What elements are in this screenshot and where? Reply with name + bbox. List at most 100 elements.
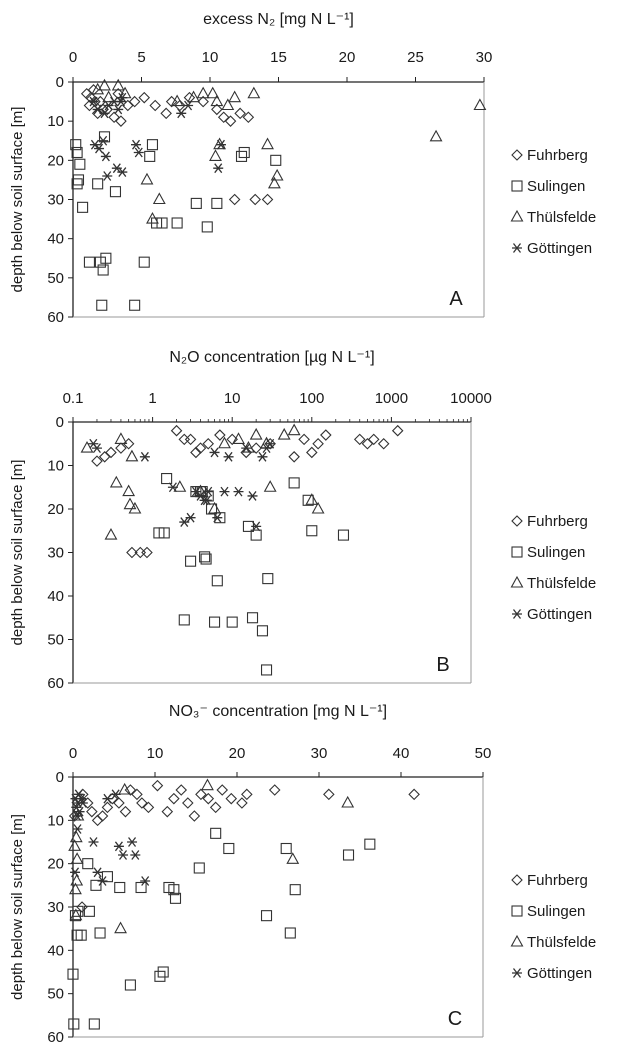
data-point-fuhrberg [367, 433, 380, 446]
legend-label-gttingen: Göttingen [527, 965, 592, 982]
data-point-sulingen [246, 612, 259, 624]
data-point-sulingen [114, 881, 126, 894]
data-point-thlsfelde [473, 98, 487, 111]
data-point-gttingen [201, 495, 212, 506]
data-point-sulingen [161, 472, 173, 485]
data-point-thlsfelde [104, 527, 118, 540]
panel-c-x-tick-label: 40 [393, 745, 410, 762]
data-point-gttingen [72, 824, 83, 834]
panel-c-x-tick-label: 50 [475, 745, 492, 762]
panel-a-y-label: depth below soil surface [m] [9, 107, 26, 293]
data-point-fuhrberg [312, 437, 324, 450]
data-point-gttingen [215, 139, 226, 150]
data-point-sulingen [169, 892, 182, 904]
data-point-sulingen [82, 858, 94, 870]
legend-label-gttingen: Göttingen [527, 240, 592, 257]
data-point-gttingen [176, 108, 187, 119]
data-point-thlsfelde [128, 501, 142, 514]
panel-c-y-tick-label: 10 [47, 812, 64, 829]
data-point-thlsfelde [102, 90, 116, 103]
data-point-sulingen [146, 139, 159, 151]
data-point-thlsfelde [311, 501, 325, 514]
panel-a-y-tick-label: 60 [47, 309, 64, 326]
panel-c-series-fuhrberg [68, 779, 420, 913]
data-point-fuhrberg [195, 788, 207, 801]
data-point-sulingen [289, 884, 301, 896]
data-point-sulingen [342, 849, 355, 861]
panel-c: NO₃⁻ concentration [mg N L⁻¹] depth below… [9, 703, 596, 1046]
data-point-thlsfelde [249, 427, 263, 440]
data-point-sulingen [168, 884, 180, 896]
panel-a: excess N₂ [mg N L⁻¹] depth below soil sur… [9, 11, 596, 326]
data-point-thlsfelde [232, 432, 245, 444]
panel-c-x-tick-label: 30 [311, 745, 328, 762]
data-point-sulingen [135, 881, 147, 894]
panel-c-y-label: depth below soil surface [m] [9, 814, 26, 1000]
data-point-gttingen [113, 104, 124, 115]
data-point-thlsfelde [263, 480, 277, 492]
data-point-sulingen [250, 529, 262, 541]
legend-label-sulingen: Sulingen [527, 903, 585, 920]
data-point-gttingen [98, 135, 109, 146]
data-point-fuhrberg [202, 437, 215, 450]
panel-b-x-tick-label: 1 [148, 390, 156, 407]
data-point-thlsfelde [261, 137, 274, 150]
panel-c-title: NO₃⁻ concentration [mg N L⁻¹] [169, 703, 387, 720]
data-point-fuhrberg [91, 455, 103, 467]
data-point-gttingen [117, 92, 128, 103]
panel-b-x-tick-label: 100 [299, 390, 324, 407]
data-point-thlsfelde [152, 192, 166, 205]
data-point-gttingen [102, 171, 113, 181]
data-point-sulingen [235, 150, 248, 162]
panel-b-series-thlsfelde [80, 423, 325, 540]
panel-a-series-sulingen [70, 131, 282, 311]
data-point-fuhrberg [225, 792, 238, 805]
data-point-fuhrberg [408, 788, 420, 801]
data-point-fuhrberg [174, 99, 186, 112]
data-point-fuhrberg [151, 779, 164, 792]
data-point-fuhrberg [141, 546, 153, 559]
data-point-gttingen [185, 512, 196, 523]
data-point-sulingen [75, 929, 87, 941]
data-point-sulingen [211, 197, 223, 209]
data-point-fuhrberg [182, 797, 194, 809]
data-point-thlsfelde [206, 86, 220, 99]
panel-c-y-tick-label: 0 [56, 769, 64, 786]
data-point-sulingen [109, 186, 122, 198]
panel-a-legend: Fuhrberg Sulingen Thülsfelde Göttingen [510, 147, 596, 257]
data-point-sulingen [83, 905, 95, 917]
data-point-gttingen [88, 837, 99, 847]
data-point-gttingen [88, 96, 99, 107]
data-point-fuhrberg [236, 797, 248, 809]
data-point-sulingen [71, 146, 83, 159]
data-point-thlsfelde [286, 852, 300, 864]
data-point-fuhrberg [101, 801, 114, 814]
data-point-thlsfelde [270, 168, 284, 181]
data-point-sulingen [205, 503, 218, 515]
data-point-sulingen [129, 299, 141, 311]
data-point-gttingen [97, 876, 108, 886]
legend-marker-sulingen [511, 546, 523, 558]
data-point-fuhrberg [242, 111, 255, 124]
legend-marker-sulingen [511, 180, 523, 192]
data-point-fuhrberg [115, 442, 127, 454]
data-point-sulingen [67, 968, 79, 980]
data-point-gttingen [241, 443, 252, 453]
data-point-gttingen [140, 876, 151, 886]
data-point-thlsfelde [98, 78, 111, 91]
panel-b-y-label: depth below soil surface [m] [9, 460, 26, 646]
panel-a-x-tick-label: 10 [202, 49, 219, 66]
panel-b-title: N₂O concentration [µg N L⁻¹] [169, 349, 374, 366]
data-point-fuhrberg [240, 446, 252, 459]
panel-a-x-tick-label: 15 [270, 49, 287, 66]
data-point-gttingen [265, 438, 276, 449]
data-point-fuhrberg [353, 433, 366, 446]
legend-label-sulingen: Sulingen [527, 178, 585, 195]
data-point-sulingen [306, 525, 318, 537]
data-point-thlsfelde [69, 882, 82, 895]
data-point-thlsfelde [114, 921, 127, 934]
data-point-gttingen [131, 139, 142, 150]
data-point-fuhrberg [197, 95, 209, 108]
data-point-fuhrberg [168, 792, 180, 805]
data-point-fuhrberg [138, 91, 151, 104]
